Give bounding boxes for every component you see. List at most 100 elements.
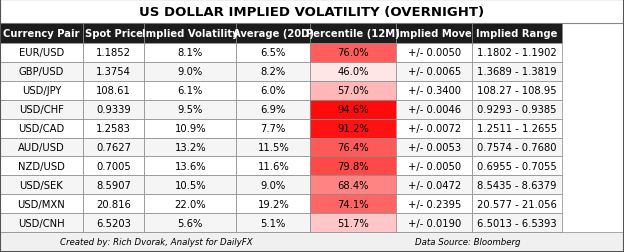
Text: 0.7627: 0.7627	[96, 142, 131, 152]
Text: +/- 0.0053: +/- 0.0053	[407, 142, 461, 152]
Bar	[83, 138, 144, 157]
Text: 8.5435 - 8.6379: 8.5435 - 8.6379	[477, 180, 557, 190]
Bar	[0, 157, 83, 176]
Text: 0.9339: 0.9339	[96, 105, 131, 115]
Text: 8.1%: 8.1%	[178, 48, 203, 58]
Bar	[0, 81, 83, 100]
Bar	[0, 195, 83, 213]
Text: AUD/USD: AUD/USD	[18, 142, 65, 152]
Bar	[83, 119, 144, 138]
Text: Implied Volatility: Implied Volatility	[142, 29, 238, 39]
Text: 51.7%: 51.7%	[338, 218, 369, 228]
Bar	[310, 176, 396, 195]
Text: 22.0%: 22.0%	[175, 199, 206, 209]
Bar	[310, 100, 396, 119]
Text: +/- 0.0050: +/- 0.0050	[407, 48, 461, 58]
Bar	[83, 195, 144, 213]
Bar	[310, 81, 396, 100]
Text: 6.9%: 6.9%	[261, 105, 286, 115]
Text: 7.7%: 7.7%	[261, 123, 286, 134]
Text: 0.9293 - 0.9385: 0.9293 - 0.9385	[477, 105, 557, 115]
Bar	[472, 63, 562, 81]
Text: 6.5%: 6.5%	[261, 48, 286, 58]
Bar	[472, 119, 562, 138]
Text: 6.5203: 6.5203	[96, 218, 131, 228]
Text: 0.6955 - 0.7055: 0.6955 - 0.7055	[477, 161, 557, 171]
Text: USD/CHF: USD/CHF	[19, 105, 64, 115]
Bar	[83, 157, 144, 176]
Bar	[236, 100, 310, 119]
Bar	[396, 213, 472, 232]
Text: 10.9%: 10.9%	[175, 123, 206, 134]
Bar	[396, 119, 472, 138]
Text: 13.6%: 13.6%	[175, 161, 206, 171]
Text: 91.2%: 91.2%	[338, 123, 369, 134]
Text: Spot Price: Spot Price	[85, 29, 142, 39]
Bar	[236, 176, 310, 195]
Text: Implied Move: Implied Move	[396, 29, 472, 39]
Text: Data Source: Bloomberg: Data Source: Bloomberg	[415, 238, 521, 246]
Bar	[144, 213, 236, 232]
Text: 1.1852: 1.1852	[96, 48, 131, 58]
Text: 1.2583: 1.2583	[96, 123, 131, 134]
Bar	[0, 44, 83, 63]
Bar	[144, 100, 236, 119]
Bar	[396, 81, 472, 100]
Text: 10.5%: 10.5%	[175, 180, 206, 190]
Bar	[144, 176, 236, 195]
Text: 108.61: 108.61	[96, 86, 131, 96]
Bar	[472, 157, 562, 176]
Bar	[144, 44, 236, 63]
Text: +/- 0.0072: +/- 0.0072	[407, 123, 461, 134]
Bar	[144, 24, 236, 44]
Bar	[472, 176, 562, 195]
Bar	[396, 138, 472, 157]
Bar	[396, 63, 472, 81]
Bar	[310, 138, 396, 157]
Bar	[472, 195, 562, 213]
Text: Implied Range: Implied Range	[476, 29, 558, 39]
Text: 68.4%: 68.4%	[338, 180, 369, 190]
Text: 5.6%: 5.6%	[178, 218, 203, 228]
Text: 6.5013 - 6.5393: 6.5013 - 6.5393	[477, 218, 557, 228]
Text: 0.7005: 0.7005	[96, 161, 131, 171]
Text: USD/CNH: USD/CNH	[18, 218, 65, 228]
Text: 9.0%: 9.0%	[178, 67, 203, 77]
Bar	[236, 63, 310, 81]
Bar	[236, 24, 310, 44]
Text: +/- 0.0050: +/- 0.0050	[407, 161, 461, 171]
Bar	[83, 176, 144, 195]
Bar	[396, 157, 472, 176]
Bar	[144, 63, 236, 81]
Bar	[236, 44, 310, 63]
Text: +/- 0.0190: +/- 0.0190	[407, 218, 461, 228]
Text: 13.2%: 13.2%	[175, 142, 206, 152]
Text: USD/CAD: USD/CAD	[18, 123, 65, 134]
Bar	[310, 119, 396, 138]
Text: GBP/USD: GBP/USD	[19, 67, 64, 77]
Bar	[472, 24, 562, 44]
Text: USD/JPY: USD/JPY	[22, 86, 61, 96]
Text: 8.5907: 8.5907	[96, 180, 131, 190]
Text: 11.6%: 11.6%	[258, 161, 289, 171]
Bar	[236, 81, 310, 100]
Text: +/- 0.0472: +/- 0.0472	[407, 180, 461, 190]
Bar	[472, 100, 562, 119]
Text: 46.0%: 46.0%	[338, 67, 369, 77]
Bar	[0, 213, 83, 232]
Bar	[0, 63, 83, 81]
Bar	[144, 195, 236, 213]
Text: 11.5%: 11.5%	[258, 142, 289, 152]
Bar	[0, 176, 83, 195]
Text: +/- 0.3400: +/- 0.3400	[408, 86, 461, 96]
Text: 57.0%: 57.0%	[338, 86, 369, 96]
Bar	[83, 63, 144, 81]
Text: USD/SEK: USD/SEK	[19, 180, 64, 190]
Bar	[472, 81, 562, 100]
Text: 9.0%: 9.0%	[261, 180, 286, 190]
Text: Created by: Rich Dvorak, Analyst for DailyFX: Created by: Rich Dvorak, Analyst for Dai…	[60, 238, 252, 246]
Text: +/- 0.2395: +/- 0.2395	[407, 199, 461, 209]
Text: 0.7574 - 0.7680: 0.7574 - 0.7680	[477, 142, 557, 152]
Text: 20.577 - 21.056: 20.577 - 21.056	[477, 199, 557, 209]
Text: Percentile (12M): Percentile (12M)	[306, 29, 400, 39]
